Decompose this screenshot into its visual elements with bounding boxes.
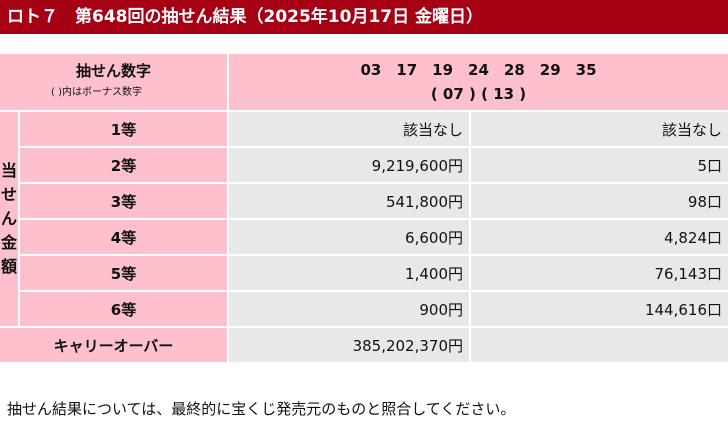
prize-count: 該当なし	[471, 112, 728, 146]
footer-note: 抽せん結果については、最終的に宝くじ発売元のものと照合してください。	[7, 400, 516, 418]
draw-label: 抽せん数字	[75, 62, 151, 80]
page-title: ロト７ 第648回の抽せん結果（2025年10月17日 金曜日）	[0, 0, 728, 34]
prize-amount: 9,219,600円	[229, 148, 469, 182]
prize-amount: 900円	[229, 292, 469, 326]
main-numbers: 03 17 19 24 28 29 35	[360, 61, 597, 79]
prize-count: 144,616口	[471, 292, 728, 326]
carryover-label: キャリーオーバー	[0, 328, 227, 362]
prize-amount: 6,600円	[229, 220, 469, 254]
prize-amount: 541,800円	[229, 184, 469, 218]
prize-rank: 5等	[20, 256, 227, 290]
bonus-note: ( )内はボーナス数字	[51, 87, 142, 98]
prize-rank: 4等	[20, 220, 227, 254]
results-table: 抽せん数字 ( )内はボーナス数字 03 17 19 24 28 29 35 ( 0…	[0, 52, 728, 364]
prize-side-label: 当せん金額	[0, 112, 18, 326]
prize-count: 98口	[471, 184, 728, 218]
prize-rank: 3等	[20, 184, 227, 218]
prize-count: 76,143口	[471, 256, 728, 290]
carryover-amount: 385,202,370円	[229, 328, 469, 362]
table-row: 3等 541,800円 98口	[0, 184, 728, 218]
prize-count: 5口	[471, 148, 728, 182]
prize-rank: 2等	[20, 148, 227, 182]
prize-amount: 該当なし	[229, 112, 469, 146]
prize-count: 4,824口	[471, 220, 728, 254]
draw-numbers-row: 抽せん数字 ( )内はボーナス数字 03 17 19 24 28 29 35 ( 0…	[0, 54, 728, 110]
table-row: 2等 9,219,600円 5口	[0, 148, 728, 182]
table-row: 4等 6,600円 4,824口	[0, 220, 728, 254]
prize-rank: 6等	[20, 292, 227, 326]
carryover-row: キャリーオーバー 385,202,370円	[0, 328, 728, 362]
table-row: 当せん金額 1等 該当なし 該当なし	[0, 112, 728, 326]
prize-rank: 1等	[20, 112, 227, 146]
table-row: 5等 1,400円 76,143口	[0, 256, 728, 290]
table-row: 6等 900円 144,616口	[0, 292, 728, 326]
bonus-numbers: ( 07 ) ( 13 )	[430, 85, 527, 103]
prize-amount: 1,400円	[229, 256, 469, 290]
